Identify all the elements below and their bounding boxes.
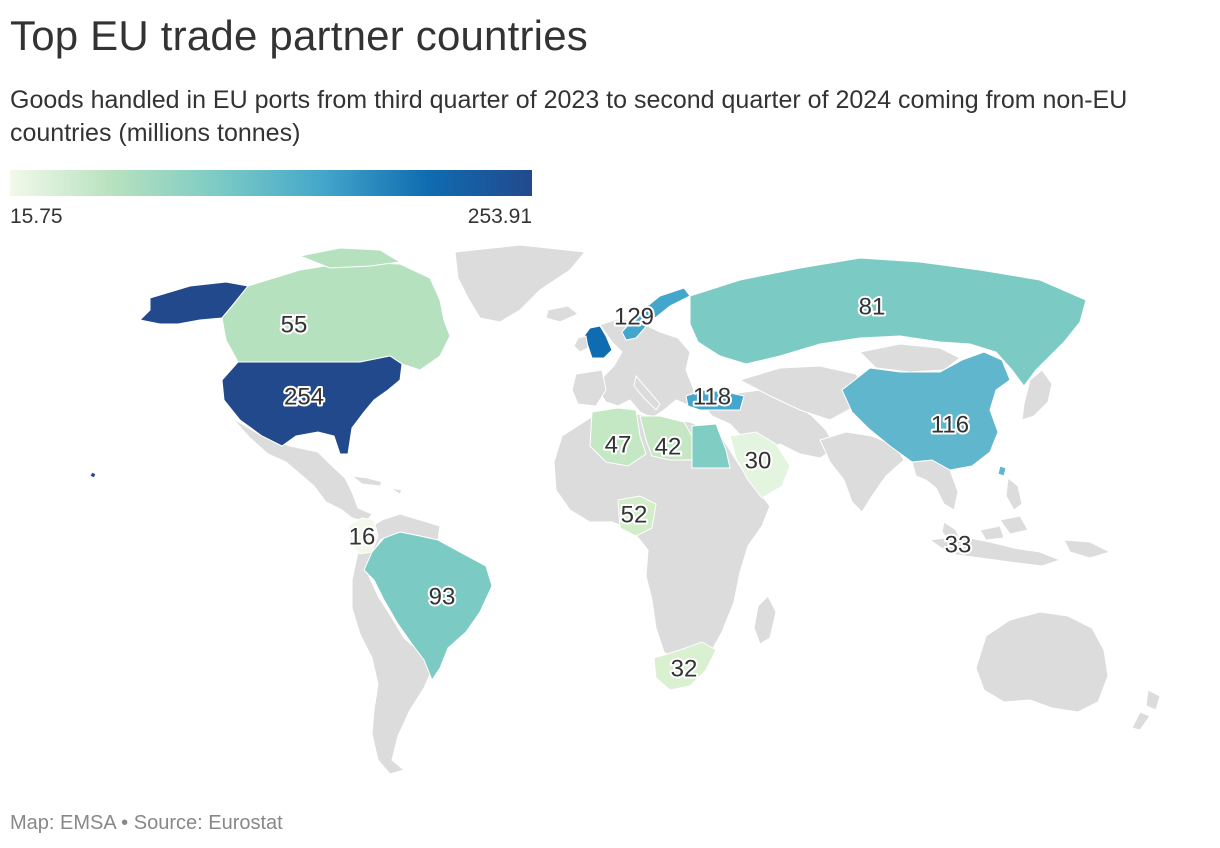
label-turkey: 118	[693, 383, 731, 410]
malaysia	[941, 521, 1005, 545]
new-zealand	[1131, 689, 1161, 731]
turkey	[685, 389, 745, 411]
source-footer: Map: EMSA • Source: Eurostat	[10, 812, 283, 835]
source-credit: Source: Eurostat	[133, 812, 283, 834]
caribbean-islands	[350, 475, 403, 495]
label-russia: 81	[859, 293, 886, 320]
egypt	[691, 423, 731, 469]
label-united-states: 254	[284, 383, 324, 410]
ireland	[573, 335, 589, 353]
united-states	[221, 355, 403, 455]
greenland	[454, 244, 586, 323]
label-nigeria: 52	[621, 501, 648, 528]
australia	[975, 611, 1109, 713]
iberia	[571, 369, 607, 407]
map-title: Top EU trade partner countries	[10, 12, 588, 59]
world-map-svg: 254 129 118 116 93 81 55 52 47 42 33 32 …	[89, 244, 1161, 775]
norway	[621, 287, 691, 341]
label-colombia: 16	[349, 523, 376, 550]
saudi-arabia	[729, 431, 791, 499]
nigeria	[617, 495, 657, 537]
china	[841, 351, 1011, 471]
taiwan	[997, 465, 1007, 477]
south-africa	[653, 641, 717, 691]
footer-separator: •	[121, 812, 129, 834]
world-map: 254 129 118 116 93 81 55 52 47 42 33 32 …	[0, 240, 1220, 800]
label-malaysia: 33	[945, 531, 972, 558]
legend-gradient-bar	[10, 170, 532, 196]
alaska	[138, 281, 249, 325]
label-algeria: 47	[605, 431, 632, 458]
map-credit: Map: EMSA	[10, 812, 116, 834]
brazil	[363, 531, 493, 682]
algeria	[589, 407, 647, 467]
label-libya: 42	[655, 433, 682, 460]
label-saudi-arabia: 30	[745, 447, 772, 474]
canada	[221, 261, 451, 371]
label-brazil: 93	[429, 583, 456, 610]
label-canada: 55	[281, 311, 308, 338]
legend-min-label: 15.75	[10, 205, 63, 228]
japan	[1021, 369, 1053, 421]
label-south-africa: 32	[671, 655, 698, 682]
philippines	[1005, 477, 1023, 511]
color-legend: 15.75 253.91	[10, 170, 532, 233]
legend-max-label: 253.91	[467, 205, 532, 228]
indonesia	[928, 515, 1112, 567]
label-china: 116	[931, 411, 969, 438]
madagascar	[753, 595, 777, 645]
russia	[689, 257, 1087, 387]
europe	[597, 317, 701, 419]
iceland	[545, 305, 579, 323]
label-united-kingdom: 129	[614, 303, 654, 330]
italy	[633, 374, 661, 411]
mongolia	[858, 343, 961, 373]
canada-arctic-islands	[298, 247, 402, 269]
map-subtitle: Goods handled in EU ports from third qua…	[10, 86, 1128, 147]
india	[819, 431, 905, 513]
hawaii	[89, 471, 97, 479]
colombia	[347, 517, 379, 555]
